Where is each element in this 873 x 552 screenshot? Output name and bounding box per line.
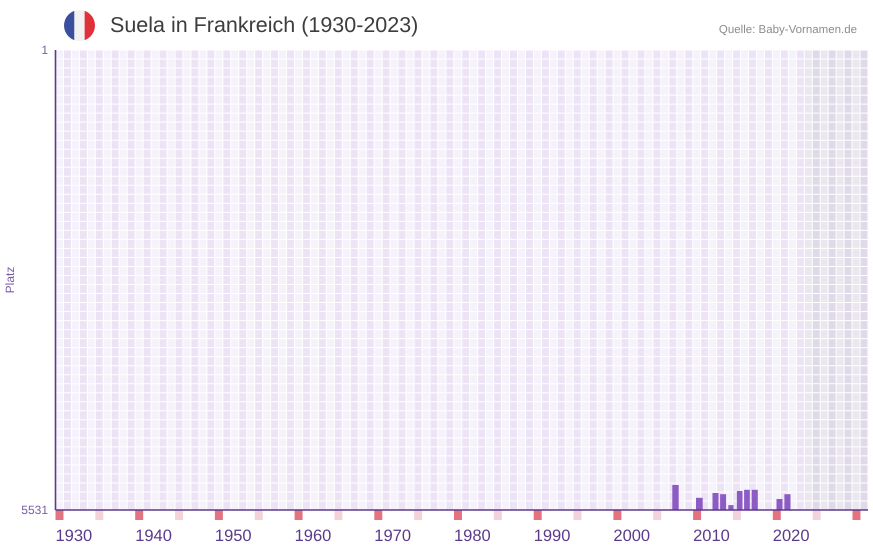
svg-text:1940: 1940 <box>135 527 172 545</box>
svg-text:2010: 2010 <box>693 527 730 545</box>
svg-text:2020: 2020 <box>773 527 810 545</box>
svg-text:1950: 1950 <box>215 527 252 545</box>
svg-text:1990: 1990 <box>534 527 571 545</box>
svg-text:Platz: Platz <box>3 267 17 294</box>
svg-text:1960: 1960 <box>295 527 332 545</box>
svg-text:5531: 5531 <box>21 503 48 517</box>
svg-text:1: 1 <box>41 43 48 57</box>
svg-text:1930: 1930 <box>56 527 93 545</box>
svg-text:1970: 1970 <box>374 527 411 545</box>
svg-text:1980: 1980 <box>454 527 491 545</box>
svg-text:2000: 2000 <box>613 527 650 545</box>
